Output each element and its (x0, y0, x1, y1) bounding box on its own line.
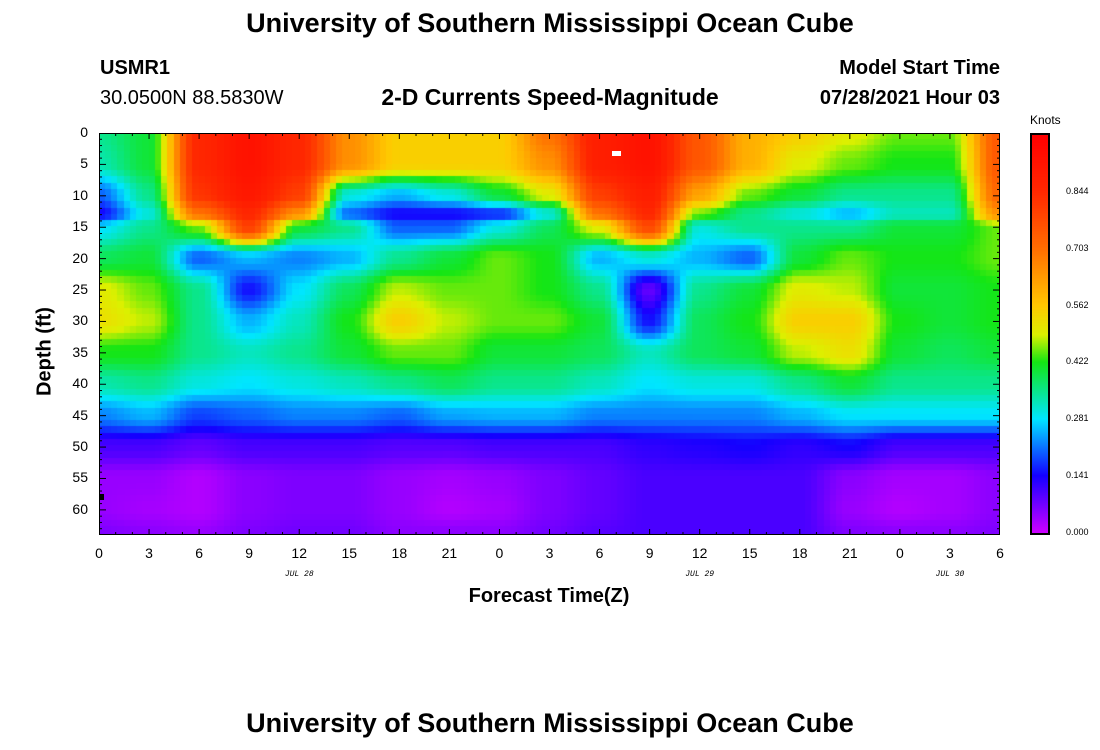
x-tick-label: 9 (645, 545, 654, 561)
y-tick-label: 20 (72, 249, 88, 266)
station-location: 30.0500N 88.5830W (100, 87, 284, 109)
colorbar-tick-label: 0.281 (1066, 413, 1089, 424)
model-start-time: 07/28/2021 Hour 03 (819, 87, 1000, 109)
y-tick-label: 10 (72, 186, 88, 203)
y-tick-label: 55 (72, 469, 88, 486)
chart-subtitle: 2-D Currents Speed-Magnitude (381, 84, 719, 110)
colorbar-tick-label: 0.141 (1066, 469, 1089, 480)
heatmap-plot (99, 133, 1000, 535)
x-tick-label: 6 (996, 545, 1004, 561)
x-tick-label: 9 (245, 545, 254, 561)
y-tick-label: 25 (72, 281, 88, 298)
colorbar (1030, 133, 1050, 535)
y-tick-label: 35 (72, 343, 88, 360)
model-start-label: Model Start Time (839, 57, 1000, 79)
x-tick-label: 0 (895, 545, 904, 561)
x-tick-label: 21 (842, 545, 858, 561)
y-tick-label: 15 (72, 218, 88, 235)
y-tick-label: 40 (72, 375, 88, 392)
heatmap-canvas (99, 133, 1000, 535)
colorbar-unit: Knots (1030, 113, 1061, 127)
x-tick-label: 3 (946, 545, 954, 561)
plot-frame (99, 133, 1000, 535)
x-tick-label: 18 (791, 545, 808, 561)
x-tick-label: 12 (291, 545, 307, 561)
y-tick-label: 45 (72, 406, 88, 423)
x-tick-label: 15 (741, 545, 758, 561)
data-marker (612, 151, 621, 156)
x-tick-label: 6 (595, 545, 604, 561)
x-axis-label: Forecast Time(Z) (468, 585, 630, 607)
x-tick-label: 3 (545, 545, 554, 561)
colorbar-tick-label: 0.703 (1066, 242, 1089, 253)
y-axis-label: Depth (ft) (33, 307, 56, 396)
date-label: JUL 30 (935, 570, 965, 579)
y-tick-label: 60 (72, 500, 88, 517)
x-tick-label: 15 (341, 545, 358, 561)
colorbar-tick-label: 0.000 (1066, 527, 1089, 537)
x-tick-label: 0 (95, 545, 103, 561)
date-label: JUL 29 (685, 570, 715, 579)
x-tick-label: 21 (441, 545, 458, 561)
colorbar-tick-label: 0.844 (1066, 185, 1089, 196)
colorbar-tick-label: 0.422 (1066, 356, 1089, 367)
y-tick-label: 30 (72, 312, 88, 329)
date-label: JUL 28 (284, 570, 314, 579)
heatmap-overlay (99, 133, 1000, 535)
y-tick-label: 50 (72, 438, 88, 455)
x-tick-label: 6 (195, 545, 203, 561)
x-tick-label: 18 (391, 545, 408, 561)
x-tick-label: 12 (691, 545, 708, 561)
colorbar-tick-label: 0.562 (1066, 299, 1089, 310)
data-marker (99, 494, 104, 500)
x-tick-label: 3 (145, 545, 153, 561)
station-id: USMR1 (100, 57, 171, 79)
y-tick-label: 0 (80, 124, 88, 140)
y-tick-label: 5 (80, 155, 88, 172)
x-tick-label: 0 (495, 545, 504, 561)
chart-title: University of Southern Mississippi Ocean… (246, 8, 854, 38)
footer-title: University of Southern Mississippi Ocean… (246, 708, 854, 738)
